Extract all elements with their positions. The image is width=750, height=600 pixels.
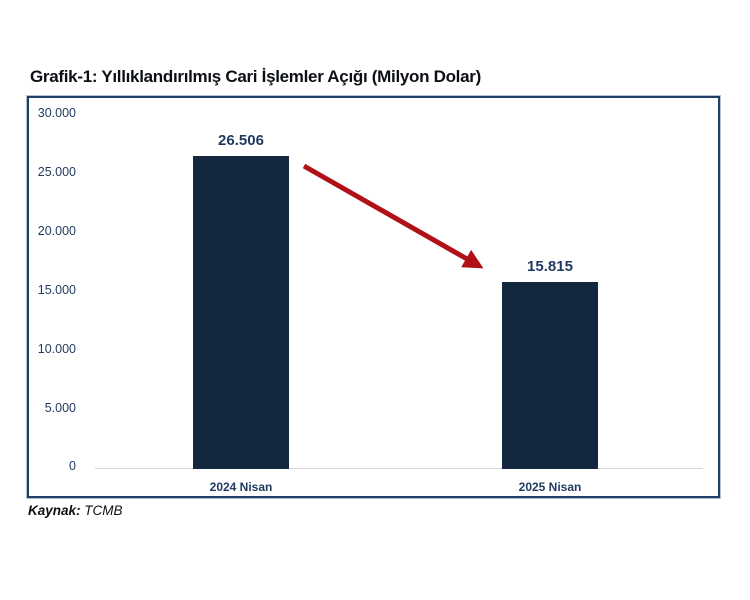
source-value: TCMB bbox=[84, 503, 123, 518]
chart-plot-area: 30.000 25.000 20.000 15.000 10.000 5.000… bbox=[27, 96, 720, 498]
chart-title: Grafik-1: Yıllıklandırılmış Cari İşlemle… bbox=[30, 67, 481, 86]
source-label: Kaynak: bbox=[28, 503, 81, 518]
bar-2024-nisan bbox=[193, 156, 289, 469]
bar-value-label: 26.506 bbox=[218, 132, 264, 149]
y-axis-tick-label: 30.000 bbox=[37, 106, 76, 120]
bar-value-label: 15.815 bbox=[527, 258, 573, 275]
x-axis-baseline bbox=[95, 468, 703, 469]
source-note: Kaynak: TCMB bbox=[28, 503, 123, 518]
y-axis-tick-label: 0 bbox=[69, 459, 76, 473]
y-axis-tick-label: 20.000 bbox=[37, 224, 76, 238]
y-axis-tick-label: 10.000 bbox=[37, 342, 76, 356]
x-axis-category-label: 2024 Nisan bbox=[209, 480, 273, 494]
y-axis-tick-label: 25.000 bbox=[37, 165, 76, 179]
x-axis-category-label: 2025 Nisan bbox=[518, 480, 582, 494]
y-axis-tick-label: 15.000 bbox=[37, 283, 76, 297]
y-axis-tick-label: 5.000 bbox=[44, 401, 76, 415]
decline-arrow-icon bbox=[302, 163, 484, 269]
bar-2025-nisan bbox=[502, 282, 598, 469]
